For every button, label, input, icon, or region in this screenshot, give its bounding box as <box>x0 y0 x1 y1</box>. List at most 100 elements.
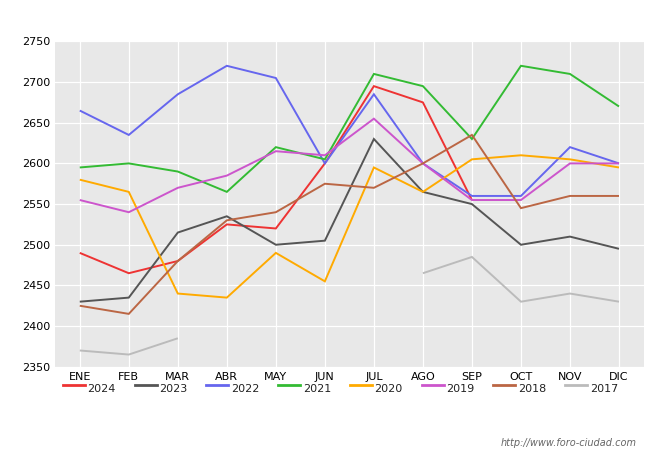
2018 <box>615 193 623 198</box>
2019 <box>517 197 525 202</box>
2022 <box>76 108 84 113</box>
Text: 2022: 2022 <box>231 384 259 394</box>
2020 <box>223 295 231 300</box>
2018 <box>125 311 133 317</box>
2021 <box>419 83 427 89</box>
Text: http://www.foro-ciudad.com: http://www.foro-ciudad.com <box>501 438 637 448</box>
2024 <box>468 197 476 202</box>
2021 <box>174 169 182 174</box>
2018 <box>174 258 182 264</box>
2020 <box>76 177 84 182</box>
2018 <box>517 206 525 211</box>
2022 <box>468 193 476 198</box>
2022 <box>125 132 133 138</box>
2020 <box>174 291 182 296</box>
2022 <box>223 63 231 68</box>
2023 <box>272 242 280 248</box>
Line: 2022: 2022 <box>80 66 619 196</box>
Text: 2024: 2024 <box>88 384 116 394</box>
2021 <box>468 136 476 142</box>
2023 <box>174 230 182 235</box>
2024 <box>272 226 280 231</box>
2020 <box>125 189 133 194</box>
2023 <box>223 214 231 219</box>
2020 <box>419 189 427 194</box>
2020 <box>566 157 574 162</box>
2024 <box>174 258 182 264</box>
2017 <box>76 348 84 353</box>
Line: 2023: 2023 <box>80 139 619 302</box>
2021 <box>321 157 329 162</box>
2019 <box>272 148 280 154</box>
2019 <box>321 153 329 158</box>
2020 <box>272 250 280 256</box>
2019 <box>223 173 231 178</box>
2020 <box>321 279 329 284</box>
2021 <box>125 161 133 166</box>
Text: 2020: 2020 <box>374 384 403 394</box>
2022 <box>615 161 623 166</box>
2018 <box>370 185 378 190</box>
2023 <box>76 299 84 304</box>
2022 <box>517 193 525 198</box>
2019 <box>174 185 182 190</box>
2019 <box>76 197 84 202</box>
2021 <box>76 165 84 170</box>
2024 <box>125 270 133 276</box>
Text: 2019: 2019 <box>447 384 474 394</box>
2021 <box>223 189 231 194</box>
2022 <box>419 161 427 166</box>
2020 <box>468 157 476 162</box>
2017 <box>125 352 133 357</box>
2018 <box>566 193 574 198</box>
2020 <box>615 165 623 170</box>
Text: 2021: 2021 <box>303 384 331 394</box>
2024 <box>223 222 231 227</box>
Line: 2019: 2019 <box>80 119 619 212</box>
2024 <box>419 100 427 105</box>
2019 <box>468 197 476 202</box>
2022 <box>370 91 378 97</box>
2019 <box>419 161 427 166</box>
2019 <box>566 161 574 166</box>
Line: 2024: 2024 <box>80 86 472 273</box>
2023 <box>125 295 133 300</box>
2023 <box>566 234 574 239</box>
Text: 2018: 2018 <box>518 384 546 394</box>
2021 <box>566 71 574 76</box>
2017 <box>174 336 182 341</box>
2019 <box>370 116 378 122</box>
2018 <box>321 181 329 186</box>
2022 <box>174 91 182 97</box>
2021 <box>517 63 525 68</box>
2018 <box>272 210 280 215</box>
2022 <box>321 161 329 166</box>
2023 <box>370 136 378 142</box>
2023 <box>321 238 329 243</box>
2024 <box>321 161 329 166</box>
2023 <box>517 242 525 248</box>
2018 <box>223 218 231 223</box>
2018 <box>419 161 427 166</box>
2023 <box>419 189 427 194</box>
2022 <box>272 75 280 81</box>
2021 <box>272 144 280 150</box>
2024 <box>370 83 378 89</box>
Text: 2023: 2023 <box>159 384 187 394</box>
2019 <box>615 161 623 166</box>
2018 <box>468 132 476 138</box>
Line: 2021: 2021 <box>80 66 619 192</box>
2023 <box>468 202 476 207</box>
Line: 2017: 2017 <box>80 338 178 355</box>
2020 <box>517 153 525 158</box>
Text: Afiliados en El Espinar a 30/9/2024: Afiliados en El Espinar a 30/9/2024 <box>174 9 476 27</box>
2021 <box>370 71 378 76</box>
2023 <box>615 246 623 252</box>
2021 <box>615 104 623 109</box>
2022 <box>566 144 574 150</box>
Line: 2020: 2020 <box>80 155 619 297</box>
Line: 2018: 2018 <box>80 135 619 314</box>
2024 <box>76 250 84 256</box>
2019 <box>125 210 133 215</box>
2018 <box>76 303 84 308</box>
